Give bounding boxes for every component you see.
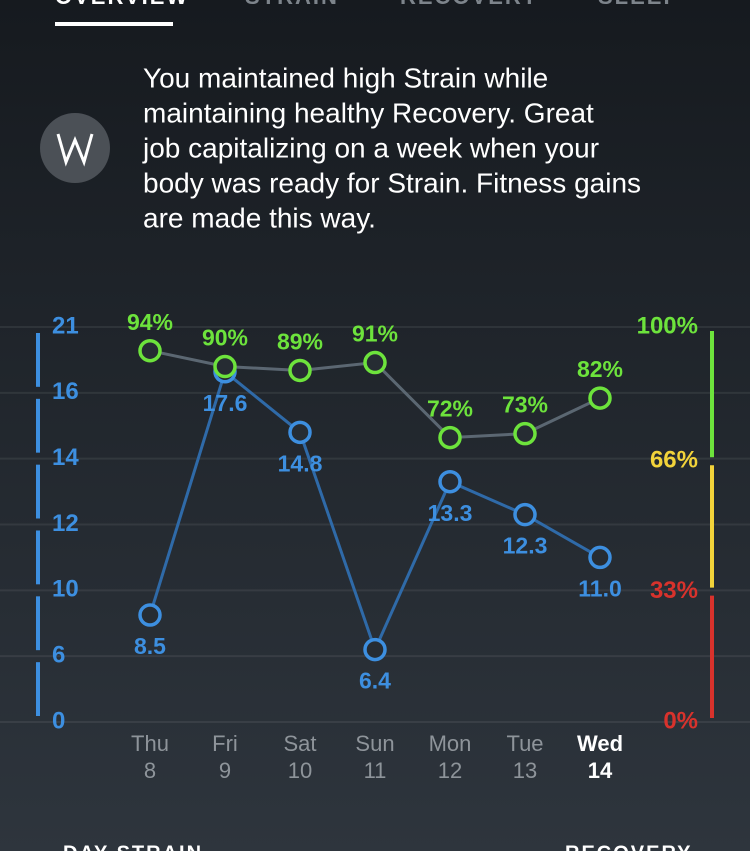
x-tick-date: 12 <box>438 758 462 783</box>
x-tick-date: 9 <box>219 758 231 783</box>
data-label: 91% <box>352 321 398 347</box>
data-label: 90% <box>202 325 248 351</box>
coach-message: body was ready for Strain. Fitness gains <box>143 167 641 198</box>
data-label: 89% <box>277 329 323 355</box>
data-point <box>138 603 162 627</box>
x-tick-label: Wed <box>577 731 623 756</box>
data-label: 14.8 <box>278 450 323 476</box>
tab[interactable]: SLEEP <box>598 0 680 9</box>
data-label: 73% <box>502 392 548 418</box>
tab[interactable]: OVERVIEW <box>55 0 189 9</box>
tab[interactable]: STRAIN <box>245 0 339 9</box>
data-label: 94% <box>127 309 173 335</box>
y-tick-label: 14 <box>52 444 79 471</box>
coach-message: maintaining healthy Recovery. Great <box>143 97 594 128</box>
coach-message: You maintained high Strain while <box>143 62 548 93</box>
coach-avatar <box>40 113 110 183</box>
x-tick-date: 13 <box>513 758 537 783</box>
data-label: 8.5 <box>134 633 166 659</box>
data-label: 82% <box>577 356 623 382</box>
data-point <box>363 350 387 375</box>
data-point <box>288 358 312 383</box>
y-tick-label: 21 <box>52 312 79 339</box>
x-tick-date: 14 <box>588 758 613 783</box>
y-tick-label: 0 <box>52 707 65 734</box>
data-point <box>213 354 237 379</box>
data-point <box>438 425 462 450</box>
x-tick-date: 8 <box>144 758 156 783</box>
tab-underline <box>55 22 173 26</box>
data-point <box>513 502 537 527</box>
x-tick-date: 11 <box>364 758 387 783</box>
coach-logo <box>56 133 94 167</box>
y2-tick-label: 66% <box>650 447 698 474</box>
data-point <box>513 421 537 446</box>
y2-tick-label: 100% <box>637 312 698 339</box>
data-point <box>363 637 387 662</box>
data-point <box>588 545 612 570</box>
data-point <box>138 338 162 363</box>
x-tick-date: 10 <box>288 758 312 783</box>
coach-message: are made this way. <box>143 202 376 233</box>
data-label: 6.4 <box>359 668 391 694</box>
x-tick-label: Thu <box>131 731 169 756</box>
x-tick-label: Sat <box>283 731 316 756</box>
y2-tick-label: 33% <box>650 577 698 604</box>
y-tick-label: 16 <box>52 378 79 405</box>
data-point <box>438 469 462 494</box>
data-label: 13.3 <box>428 500 473 526</box>
coach-message: job capitalizing on a week when your <box>142 132 599 163</box>
y-tick-label: 10 <box>52 576 79 603</box>
tab[interactable]: RECOVERY <box>400 0 539 9</box>
section-label: RECOVERY <box>565 842 693 851</box>
x-tick-label: Fri <box>212 731 238 756</box>
x-tick-label: Tue <box>506 731 543 756</box>
y-tick-label: 6 <box>52 642 65 669</box>
x-tick-label: Mon <box>429 731 472 756</box>
section-label: DAY STRAIN <box>63 842 203 851</box>
data-label: 72% <box>427 396 473 422</box>
y-tick-label: 12 <box>52 510 79 537</box>
data-label: 11.0 <box>578 575 622 601</box>
data-label: 17.6 <box>203 390 248 416</box>
y2-tick-label: 0% <box>663 707 698 734</box>
data-point <box>588 386 612 410</box>
data-point <box>288 420 312 445</box>
x-tick-label: Sun <box>355 731 394 756</box>
data-label: 12.3 <box>503 533 548 559</box>
